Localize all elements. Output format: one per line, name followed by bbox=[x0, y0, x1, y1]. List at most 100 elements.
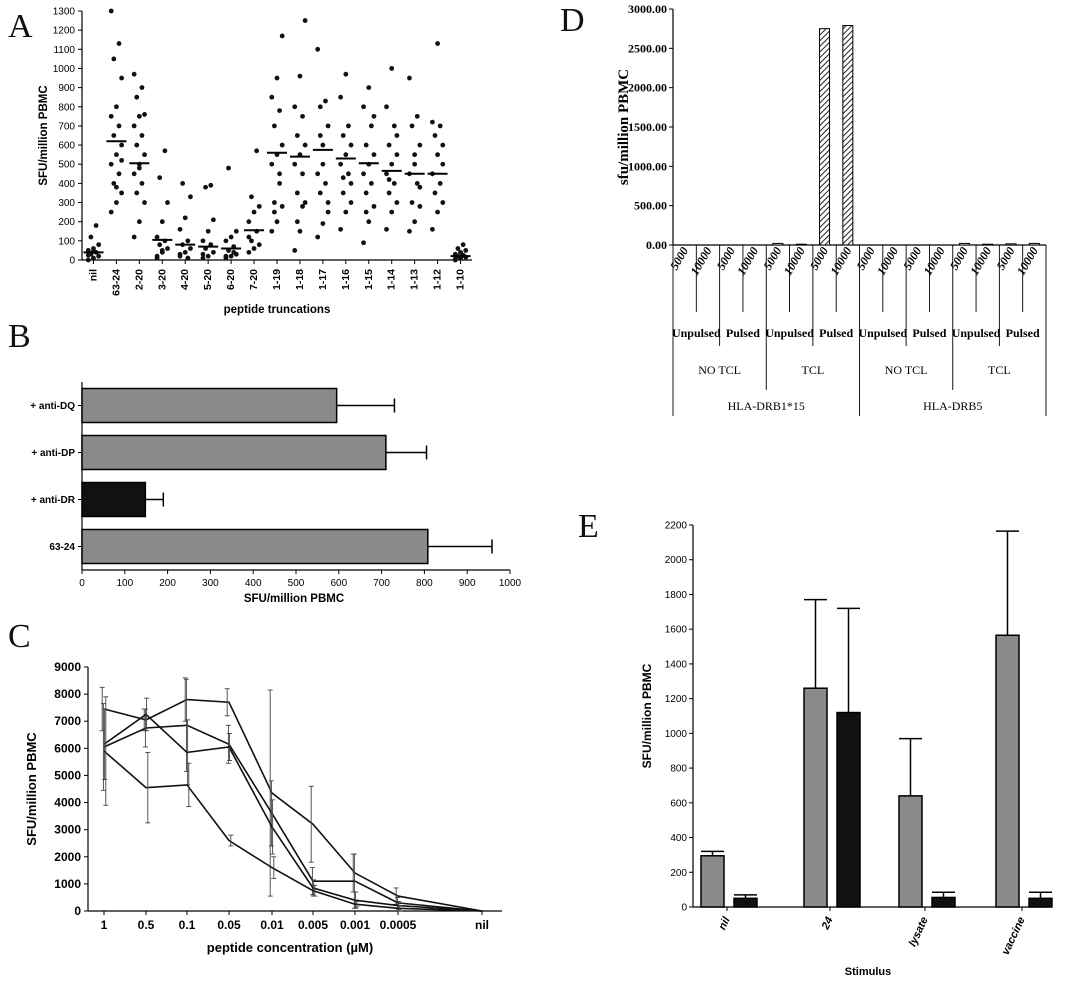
data-point bbox=[346, 123, 351, 129]
data-point bbox=[302, 18, 308, 23]
data-point bbox=[88, 234, 94, 240]
data-point bbox=[185, 238, 191, 244]
data-point bbox=[315, 46, 321, 52]
y-tick-label: 0.00 bbox=[646, 238, 667, 252]
y-tick-label: 1200 bbox=[53, 26, 76, 37]
data-point bbox=[108, 161, 114, 167]
data-point bbox=[368, 180, 374, 186]
data-point bbox=[91, 255, 96, 261]
data-point bbox=[249, 238, 254, 244]
y-axis-label: sfu/million PBMC bbox=[616, 69, 632, 185]
data-point bbox=[272, 209, 277, 215]
data-point bbox=[157, 175, 163, 181]
data-point bbox=[414, 113, 420, 119]
data-point bbox=[154, 255, 160, 261]
x-tick-label: 0.005 bbox=[298, 918, 328, 932]
data-point bbox=[272, 123, 277, 129]
y-tick-label: 500.00 bbox=[634, 199, 667, 213]
data-point bbox=[317, 104, 323, 110]
x-tick-label: 1-14 bbox=[386, 269, 398, 290]
data-point bbox=[279, 142, 285, 148]
group-label-level3: HLA-DRB5 bbox=[923, 399, 982, 413]
data-point bbox=[302, 200, 308, 205]
data-point bbox=[302, 142, 308, 148]
group-label-level1: Pulsed bbox=[726, 326, 760, 340]
x-tick-label: 4-20 bbox=[179, 269, 191, 290]
x-tick-label: 3-20 bbox=[156, 269, 168, 290]
data-point bbox=[348, 142, 354, 148]
data-point bbox=[460, 242, 466, 248]
data-point bbox=[200, 238, 206, 244]
bar bbox=[1028, 897, 1053, 908]
data-point bbox=[407, 75, 412, 81]
data-point bbox=[131, 171, 137, 177]
x-tick-label: 900 bbox=[459, 578, 476, 589]
data-point bbox=[159, 219, 165, 225]
data-point bbox=[361, 171, 366, 177]
y-tick-label: 3000 bbox=[54, 823, 81, 837]
data-point bbox=[340, 190, 346, 196]
data-point bbox=[279, 33, 285, 39]
bar bbox=[1005, 243, 1017, 246]
y-tick-label: + anti-DR bbox=[31, 495, 76, 506]
data-point bbox=[452, 257, 458, 263]
data-point bbox=[417, 184, 423, 190]
data-point bbox=[294, 190, 300, 196]
data-point bbox=[343, 209, 349, 215]
data-point bbox=[292, 104, 298, 110]
data-point bbox=[154, 234, 160, 240]
x-tick-label: 1-10 bbox=[455, 269, 467, 290]
x-tick-label: 2-20 bbox=[133, 269, 145, 290]
data-point bbox=[315, 234, 321, 240]
x-tick-label: 1-12 bbox=[432, 269, 444, 290]
data-point bbox=[182, 215, 188, 221]
data-point bbox=[116, 123, 122, 129]
x-axis-label: peptide truncations bbox=[224, 304, 331, 316]
data-point bbox=[108, 209, 114, 215]
panel-label-a: A bbox=[8, 8, 33, 45]
x-tick-label: 6-20 bbox=[225, 269, 237, 290]
y-tick-label: 600 bbox=[670, 798, 687, 809]
data-point bbox=[338, 94, 344, 100]
group-label-level1: Unpulsed bbox=[952, 326, 1001, 340]
y-tick-label: 2500.00 bbox=[628, 41, 667, 55]
data-point bbox=[320, 221, 326, 227]
data-point bbox=[394, 200, 400, 205]
data-point bbox=[188, 194, 193, 200]
x-tick-label: lysate bbox=[907, 915, 931, 948]
y-tick-label: 63-24 bbox=[49, 542, 75, 553]
x-tick-label: 0.0005 bbox=[380, 918, 417, 932]
data-point bbox=[114, 104, 119, 110]
data-point bbox=[111, 180, 117, 186]
data-point bbox=[136, 165, 142, 171]
data-point bbox=[165, 200, 170, 205]
data-point bbox=[389, 161, 395, 167]
data-point bbox=[300, 171, 305, 177]
x-axis-label: Stimulus bbox=[845, 966, 891, 978]
data-point bbox=[134, 190, 140, 196]
data-point bbox=[394, 133, 400, 138]
x-tick-label: 100 bbox=[116, 578, 133, 589]
y-tick-label: 800 bbox=[58, 102, 75, 113]
panel-label-b: B bbox=[8, 318, 31, 355]
data-point bbox=[440, 200, 446, 205]
data-point bbox=[274, 219, 280, 225]
x-tick-label: nil bbox=[716, 914, 733, 932]
data-point bbox=[340, 133, 346, 138]
x-tick-label: 63-24 bbox=[110, 269, 122, 296]
data-point bbox=[297, 228, 303, 234]
data-point bbox=[223, 253, 229, 259]
group-label-level2: NO TCL bbox=[885, 363, 928, 377]
data-point bbox=[114, 184, 119, 190]
bar bbox=[81, 481, 147, 518]
data-point bbox=[203, 184, 208, 190]
y-tick-label: 0 bbox=[681, 903, 687, 914]
data-point bbox=[389, 66, 395, 71]
y-tick-label: 2000 bbox=[665, 555, 688, 566]
data-point bbox=[417, 203, 423, 209]
data-point bbox=[440, 142, 446, 148]
data-point bbox=[269, 228, 275, 234]
y-tick-label: 7000 bbox=[54, 714, 81, 728]
